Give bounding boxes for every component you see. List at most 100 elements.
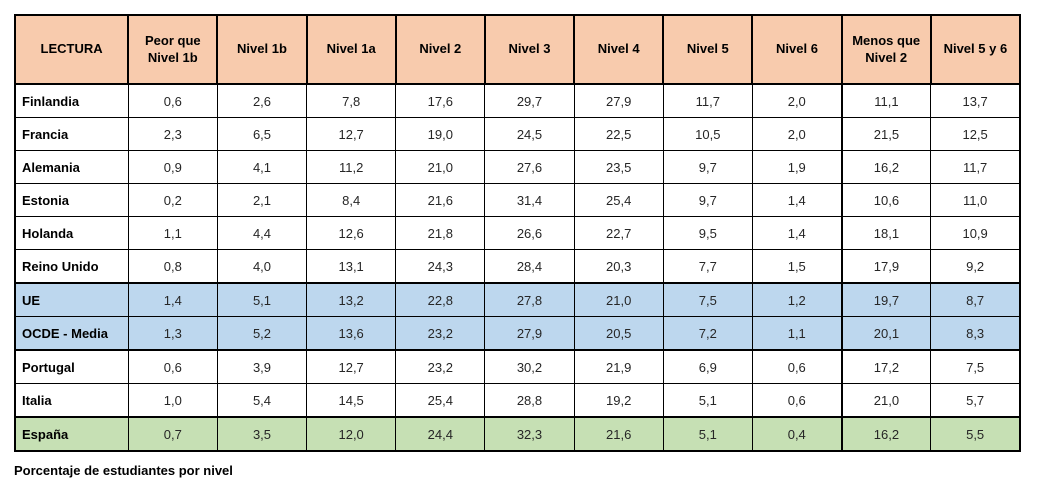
- data-cell: 24,3: [395, 249, 486, 284]
- data-cell: 5,1: [216, 282, 308, 317]
- data-cell: 11,7: [662, 83, 753, 118]
- data-cell: 12,5: [930, 117, 1021, 151]
- data-cell: 12,7: [306, 117, 397, 151]
- column-header: Nivel 1b: [216, 14, 308, 85]
- data-cell: 0,6: [127, 349, 218, 384]
- data-cell: 6,5: [216, 117, 308, 151]
- data-cell: 9,5: [662, 216, 753, 250]
- data-cell: 27,6: [484, 150, 575, 184]
- data-cell: 6,9: [662, 349, 753, 384]
- table-row: UE 1,4 5,1 13,2 22,8 27,8 21,0 7,5 1,2 19,7 8,7: [14, 282, 1021, 317]
- row-label: UE: [14, 282, 129, 317]
- data-cell: 1,0: [127, 383, 218, 418]
- data-cell: 21,0: [573, 282, 664, 317]
- table-row: Estonia 0,2 2,1 8,4 21,6 31,4 25,4 9,7 1,4 10,6 11…: [14, 183, 1021, 217]
- data-cell: 7,5: [662, 282, 753, 317]
- data-cell: 12,0: [306, 416, 397, 452]
- data-cell: 23,5: [573, 150, 664, 184]
- data-cell: 19,0: [395, 117, 486, 151]
- data-cell: 17,6: [395, 83, 486, 118]
- data-cell: 1,1: [751, 316, 843, 351]
- data-cell: 21,0: [840, 383, 932, 418]
- table-title-cell: LECTURA: [13, 14, 130, 85]
- table-row: Italia 1,0 5,4 14,5 25,4 28,8 19,2 5,1 0,6 21,0 5,…: [14, 383, 1021, 418]
- data-cell: 2,3: [127, 117, 218, 151]
- data-cell: 2,6: [216, 83, 308, 118]
- data-cell: 16,2: [840, 416, 932, 452]
- lectura-table: LECTURA Peor que Nivel 1b Nivel 1b Nivel 1a…: [13, 14, 1022, 452]
- data-cell: 24,4: [395, 416, 486, 452]
- table-row: Alemania 0,9 4,1 11,2 21,0 27,6 23,5 9,7 1,9 16,2…: [14, 150, 1021, 184]
- data-cell: 8,4: [306, 183, 397, 217]
- data-cell: 12,6: [306, 216, 397, 250]
- data-cell: 21,0: [395, 150, 486, 184]
- data-cell: 7,5: [930, 349, 1021, 384]
- data-cell: 28,8: [484, 383, 575, 418]
- data-cell: 25,4: [573, 183, 664, 217]
- data-cell: 1,3: [127, 316, 218, 351]
- data-cell: 11,7: [930, 150, 1021, 184]
- data-cell: 1,2: [751, 282, 843, 317]
- data-cell: 22,7: [573, 216, 664, 250]
- data-cell: 32,3: [484, 416, 575, 452]
- row-label: Estonia: [14, 183, 129, 217]
- data-cell: 1,5: [751, 249, 843, 284]
- data-cell: 8,7: [930, 282, 1021, 317]
- data-cell: 11,2: [306, 150, 397, 184]
- data-cell: 21,8: [395, 216, 486, 250]
- data-cell: 5,7: [930, 383, 1021, 418]
- data-cell: 8,3: [930, 316, 1021, 351]
- data-cell: 26,6: [484, 216, 575, 250]
- column-header: Nivel 6: [751, 14, 843, 85]
- data-cell: 1,4: [127, 282, 218, 317]
- data-cell: 25,4: [395, 383, 486, 418]
- data-cell: 9,2: [930, 249, 1021, 284]
- data-cell: 17,2: [840, 349, 932, 384]
- data-cell: 0,2: [127, 183, 218, 217]
- data-cell: 23,2: [395, 316, 486, 351]
- data-cell: 1,4: [751, 183, 843, 217]
- data-cell: 2,0: [751, 117, 843, 151]
- data-cell: 4,1: [216, 150, 308, 184]
- row-label: Holanda: [14, 216, 129, 250]
- data-cell: 20,1: [840, 316, 932, 351]
- table-body: Finlandia 0,6 2,6 7,8 17,6 29,7 27,9 11,7 2,0 11,…: [14, 83, 1021, 452]
- data-cell: 5,4: [216, 383, 308, 418]
- data-cell: 20,5: [573, 316, 664, 351]
- data-cell: 22,5: [573, 117, 664, 151]
- data-cell: 23,2: [395, 349, 486, 384]
- data-cell: 0,6: [751, 349, 843, 384]
- table-row: España 0,7 3,5 12,0 24,4 32,3 21,6 5,1 0,4 16,2 5,…: [14, 416, 1021, 452]
- data-cell: 16,2: [840, 150, 932, 184]
- data-cell: 21,6: [573, 416, 664, 452]
- data-cell: 7,8: [306, 83, 397, 118]
- data-cell: 2,1: [216, 183, 308, 217]
- data-cell: 0,6: [127, 83, 218, 118]
- data-cell: 5,5: [930, 416, 1021, 452]
- data-cell: 11,1: [840, 83, 932, 118]
- column-header: Menos que Nivel 2: [840, 14, 932, 85]
- data-cell: 9,7: [662, 183, 753, 217]
- header-row: LECTURA Peor que Nivel 1b Nivel 1b Nivel 1a…: [13, 14, 1022, 85]
- table-row: Francia 2,3 6,5 12,7 19,0 24,5 22,5 10,5 2,0 21,5…: [14, 117, 1021, 151]
- row-label: Francia: [14, 117, 129, 151]
- data-cell: 3,9: [216, 349, 308, 384]
- data-cell: 0,7: [127, 416, 218, 452]
- column-header: Nivel 2: [394, 14, 486, 85]
- data-cell: 10,9: [930, 216, 1021, 250]
- data-cell: 4,0: [216, 249, 308, 284]
- data-cell: 7,2: [662, 316, 753, 351]
- data-cell: 24,5: [484, 117, 575, 151]
- table-header: LECTURA Peor que Nivel 1b Nivel 1b Nivel 1a…: [13, 14, 1022, 85]
- row-label: Alemania: [14, 150, 129, 184]
- data-cell: 5,2: [216, 316, 308, 351]
- column-header: Nivel 5: [662, 14, 754, 85]
- data-cell: 19,2: [573, 383, 664, 418]
- data-cell: 17,9: [840, 249, 932, 284]
- table-row: Holanda 1,1 4,4 12,6 21,8 26,6 22,7 9,5 1,4 18,1 1…: [14, 216, 1021, 250]
- data-cell: 9,7: [662, 150, 753, 184]
- data-cell: 21,5: [840, 117, 932, 151]
- row-label: OCDE - Media: [14, 316, 129, 351]
- data-cell: 5,1: [662, 383, 753, 418]
